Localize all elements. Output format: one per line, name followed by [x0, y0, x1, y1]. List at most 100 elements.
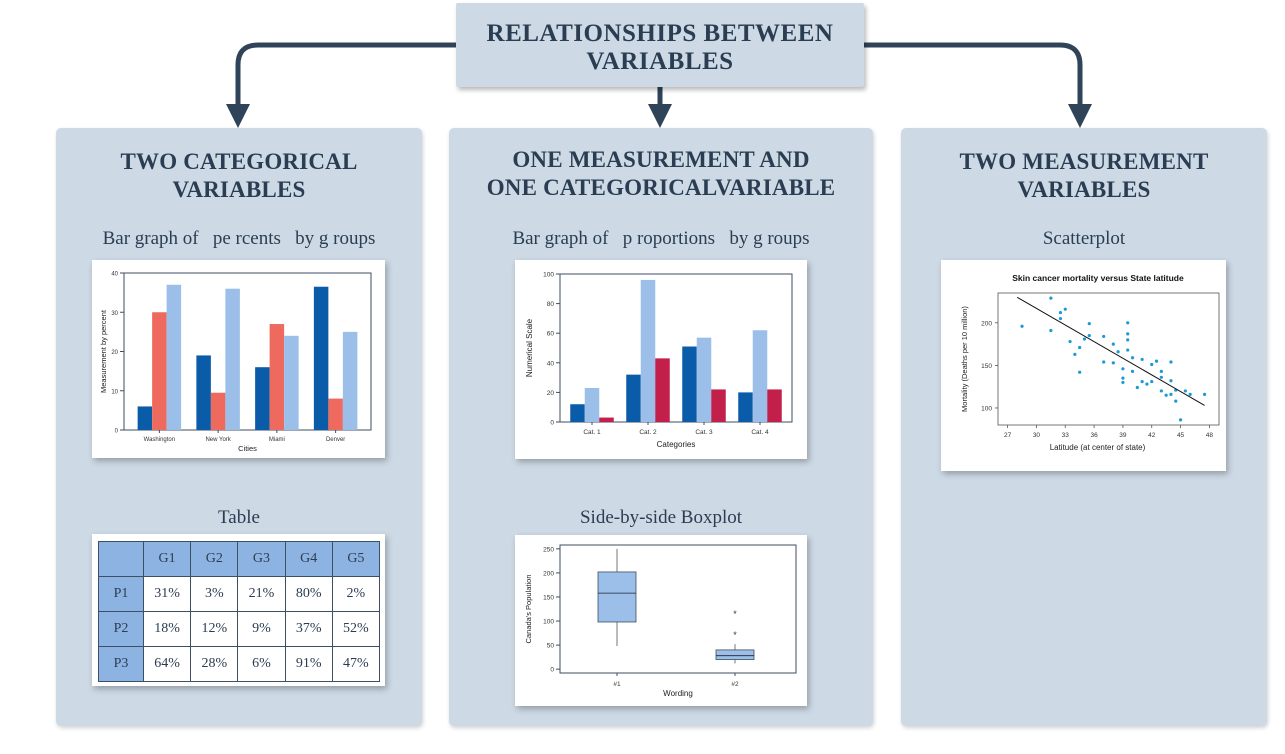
- main-title-line-1: RELATIONSHIPS BETWEEN: [486, 20, 834, 47]
- side-by-side-boxplot: 0 50 100 150 200 250 #1 * * #2 Wording Canada's Pop…: [524, 544, 797, 698]
- x-axis-label: Categories: [657, 440, 696, 449]
- data-point: [1169, 379, 1173, 383]
- x-tick-label: Cat. 1: [583, 429, 601, 436]
- data-point: [1020, 324, 1024, 328]
- y-axis-label: Mortality (Deaths per 10 million): [960, 306, 969, 412]
- data-point: [1058, 310, 1063, 315]
- data-point: [1063, 307, 1067, 311]
- bar: [342, 331, 358, 430]
- y-tick-label: 150: [981, 363, 992, 370]
- x-tick-label: Miami: [269, 437, 285, 443]
- panel-two-categorical: TWO CATEGORICAL VARIABLES Bar graph of p…: [56, 128, 422, 726]
- bar: [599, 417, 614, 422]
- data-point: [1126, 338, 1130, 342]
- panel-title-line-1: TWO MEASUREMENT: [959, 149, 1209, 174]
- percent-table: G1 G2 G3 G4 G5 P1 31% 3% 21% 80% 2% P2 18% 12% 9% 37% 52…: [98, 541, 381, 682]
- table-corner-cell: [98, 541, 144, 577]
- table-cell: 47%: [331, 646, 381, 682]
- plot-frame: [559, 544, 797, 674]
- bar: [752, 330, 768, 422]
- table-cell: 37%: [284, 611, 333, 647]
- table-row-header-cell: P1: [98, 576, 144, 612]
- bar-graph-caption: Bar graph of pe rcents by g roups: [102, 228, 376, 249]
- bar: [210, 392, 226, 430]
- data-point: [1049, 328, 1053, 333]
- bar: [626, 374, 641, 422]
- left-connector: [235, 42, 456, 110]
- x-tick-label: #2: [731, 681, 739, 688]
- data-point: [1087, 322, 1091, 326]
- table-header-cell: G3: [237, 541, 286, 577]
- table-header-cell: G2: [190, 541, 239, 577]
- data-point: [1202, 392, 1207, 396]
- outlier-marker: *: [733, 630, 737, 640]
- data-point: [1159, 389, 1163, 393]
- table-header-cell: G4: [284, 541, 333, 577]
- data-point: [1183, 389, 1187, 393]
- data-point: [1126, 348, 1130, 352]
- x-tick-label: 48: [1206, 432, 1214, 439]
- data-point: [1159, 375, 1163, 379]
- bar: [255, 367, 270, 430]
- panel-title-line-2: VARIABLES: [172, 177, 306, 202]
- y-tick-label: 250: [543, 546, 554, 553]
- y-tick-label: 200: [543, 570, 554, 577]
- table-cell: 21%: [237, 576, 286, 612]
- y-tick-label: 10: [111, 389, 118, 395]
- bar: [711, 389, 726, 422]
- panel-title: ONE MEASUREMENT AND ONE CATEGORICALVARIA…: [449, 146, 873, 202]
- table-row: P3 64% 28% 6% 91% 47%: [98, 646, 381, 682]
- latitude-scatterplot: Skin cancer mortality versus State latit…: [960, 273, 1220, 452]
- data-point: [1078, 345, 1082, 350]
- table-cell: 31%: [142, 576, 192, 612]
- boxplot-caption: Side-by-side Boxplot: [579, 507, 743, 528]
- percent-bar-chart: 0 10 20 30 40 Washington New York Miami Denver Ci…: [99, 272, 372, 453]
- data-point: [1178, 418, 1183, 422]
- data-point: [1121, 380, 1125, 385]
- regression-line: [1016, 296, 1205, 406]
- x-tick-label: 33: [1062, 432, 1070, 439]
- bar: [584, 387, 600, 422]
- plot-frame: [559, 273, 793, 423]
- data-point: [1174, 399, 1178, 403]
- table-cell: 28%: [190, 646, 239, 682]
- bar: [767, 389, 782, 422]
- proportion-bar-chart-card: 0 20 40 60 80 100 Cat. 1 Cat. 2 Cat. 3 Cat. 4 Cate…: [515, 260, 807, 459]
- y-tick-label: 0: [550, 667, 554, 674]
- data-point: [1140, 379, 1144, 384]
- y-tick-label: 60: [547, 331, 555, 338]
- x-tick-label: Cat. 4: [751, 429, 769, 436]
- data-point: [1164, 393, 1168, 397]
- data-point: [1111, 342, 1115, 346]
- x-tick-label: Washington: [144, 437, 175, 443]
- left-arrow-head: [226, 104, 250, 128]
- percent-bar-chart-card: 0 10 20 30 40 Washington New York Miami Denver Ci…: [92, 260, 385, 458]
- proportion-bar-chart: 0 20 40 60 80 100 Cat. 1 Cat. 2 Cat. 3 Cat. 4 Cate…: [525, 272, 793, 449]
- table-caption: Table: [218, 507, 260, 528]
- main-title-box: RELATIONSHIPS BETWEEN VARIABLES: [456, 3, 864, 87]
- bar: [196, 355, 211, 430]
- panel-measurement-categorical: ONE MEASUREMENT AND ONE CATEGORICALVARIA…: [449, 128, 873, 726]
- y-tick-label: 0: [550, 420, 554, 427]
- bar: [269, 324, 285, 430]
- bar: [313, 286, 329, 430]
- data-point: [1159, 369, 1163, 373]
- panel-title-line-1: TWO CATEGORICAL: [120, 149, 358, 174]
- table-row: P2 18% 12% 9% 37% 52%: [98, 611, 381, 647]
- table-cell: 6%: [237, 646, 286, 682]
- data-point: [1121, 367, 1125, 371]
- data-point: [1116, 350, 1120, 354]
- bar: [655, 358, 670, 422]
- box: [715, 649, 755, 660]
- table-cell: 3%: [190, 576, 239, 612]
- table-cell: 80%: [284, 576, 333, 612]
- x-tick-label: 30: [1033, 432, 1041, 439]
- y-axis-label: Numerical Scale: [525, 318, 534, 377]
- x-tick-label: Cat. 2: [639, 429, 657, 436]
- x-axis-label: Latitude (at center of state): [1050, 443, 1146, 452]
- data-point: [1188, 392, 1192, 396]
- table-cell: 52%: [331, 611, 381, 647]
- table-cell: 2%: [331, 576, 381, 612]
- data-point: [1145, 382, 1149, 386]
- plot-frame: [997, 292, 1220, 426]
